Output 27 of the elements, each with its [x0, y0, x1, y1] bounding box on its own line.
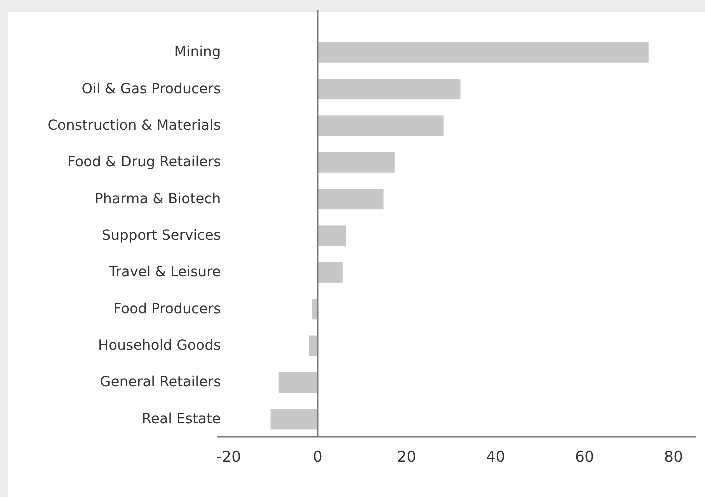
y-tick-label: Pharma & Biotech	[94, 191, 221, 208]
x-tick-label: -20	[216, 448, 242, 466]
x-tick-label: 20	[397, 448, 416, 466]
bar	[278, 372, 318, 393]
y-tick-label: Mining	[174, 44, 221, 61]
y-tick-label: Food & Drug Retailers	[68, 154, 221, 171]
y-tick-label: Support Services	[102, 228, 221, 244]
x-tick-label: 0	[313, 448, 323, 466]
bar	[309, 336, 318, 356]
bar	[318, 226, 346, 246]
bar	[318, 262, 343, 283]
y-tick-label: Household Goods	[98, 338, 221, 354]
bar	[318, 79, 461, 100]
bar	[318, 116, 444, 136]
bar	[318, 189, 384, 210]
y-tick-label: Oil & Gas Producers	[82, 81, 221, 98]
bar	[318, 152, 395, 173]
x-tick-label: 80	[664, 448, 684, 466]
bar	[318, 42, 649, 63]
y-tick-label: Construction & Materials	[48, 118, 221, 134]
y-tick-label: Food Producers	[114, 301, 221, 318]
y-tick-label: General Retailers	[100, 374, 221, 391]
bar	[270, 409, 318, 430]
x-tick-label: 40	[486, 448, 506, 466]
y-tick-label: Real Estate	[142, 411, 221, 428]
x-tick-label: 60	[575, 448, 594, 466]
y-tick-label: Travel & Leisure	[108, 264, 221, 281]
